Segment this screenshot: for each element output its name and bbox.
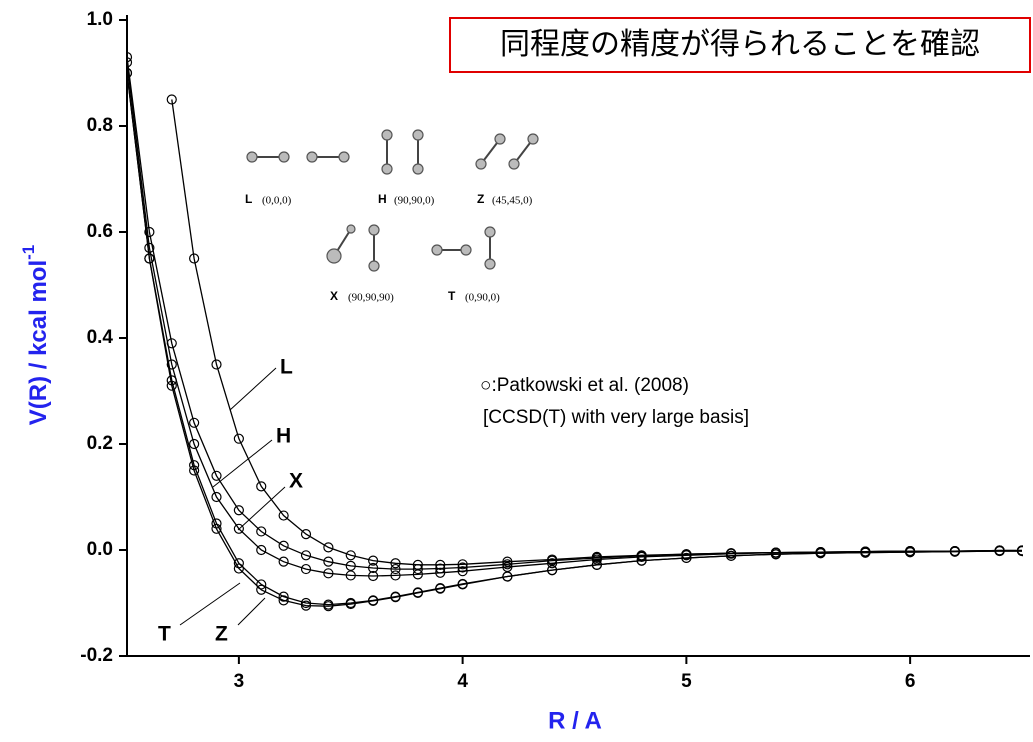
y-tick-label: 0.2: [87, 433, 113, 454]
series-line: [172, 100, 1022, 565]
y-axis-label: V(R) / kcal mol-1: [19, 245, 52, 426]
y-axis-label-superscript: -1: [19, 245, 38, 260]
inset-label: (90,90,90): [348, 292, 394, 304]
inset-label: (0,0,0): [262, 195, 292, 207]
x-tick-label: 3: [234, 671, 245, 692]
inset-label: (0,90,0): [465, 292, 500, 304]
annotation: Z: [215, 623, 228, 646]
x-tick-label: 4: [457, 671, 468, 692]
y-tick-label: 1.0: [87, 9, 113, 30]
y-tick-label: 0.8: [87, 115, 113, 136]
series-line: [127, 73, 1022, 605]
leader-line: [238, 598, 265, 625]
inset-label: H: [378, 192, 387, 206]
inset-label: (45,45,0): [492, 195, 533, 207]
y-tick-label: 0.0: [87, 539, 113, 560]
annotation: H: [276, 425, 291, 448]
series-line: [127, 73, 1022, 606]
note-text: 同程度の精度が得られることを確認: [500, 28, 980, 61]
leader-line: [230, 368, 276, 410]
inset-label: Z: [477, 192, 484, 206]
inset-label: (90,90,0): [394, 195, 435, 207]
y-tick-label: 0.4: [87, 327, 114, 348]
chart: -0.2 0.0 0.2 0.4 0.6 0.8 1.0 3 4 5 6 V(R) / kcal m…: [0, 0, 1033, 742]
inset-label: X: [330, 289, 338, 303]
annotations: L H X T Z: [158, 356, 303, 646]
axes: -0.2 0.0 0.2 0.4 0.6 0.8 1.0 3 4 5 6: [80, 9, 1030, 692]
series-line: [127, 57, 1022, 569]
x-axis-label: R / A: [548, 707, 602, 734]
leader-line: [180, 583, 240, 625]
y-axis-label-text: V(R) / kcal mol: [25, 260, 52, 425]
inset-label: L: [245, 192, 252, 206]
plot-area: [123, 53, 1027, 611]
y-tick-label: 0.6: [87, 221, 113, 242]
series-line: [127, 62, 1022, 576]
annotation: X: [289, 470, 303, 493]
x-tick-label: 5: [681, 671, 692, 692]
inset-diagram: L (0,0,0) H (90,90,0) Z (45,45,0) X (90,…: [245, 130, 538, 304]
annotation: L: [280, 356, 293, 379]
annotation: T: [158, 623, 171, 646]
inset-label: T: [448, 289, 456, 303]
x-tick-label: 6: [905, 671, 916, 692]
legend-text: ○:Patkowski et al. (2008): [480, 375, 689, 396]
legend-text: [CCSD(T) with very large basis]: [483, 407, 749, 428]
y-tick-label: -0.2: [80, 645, 113, 666]
